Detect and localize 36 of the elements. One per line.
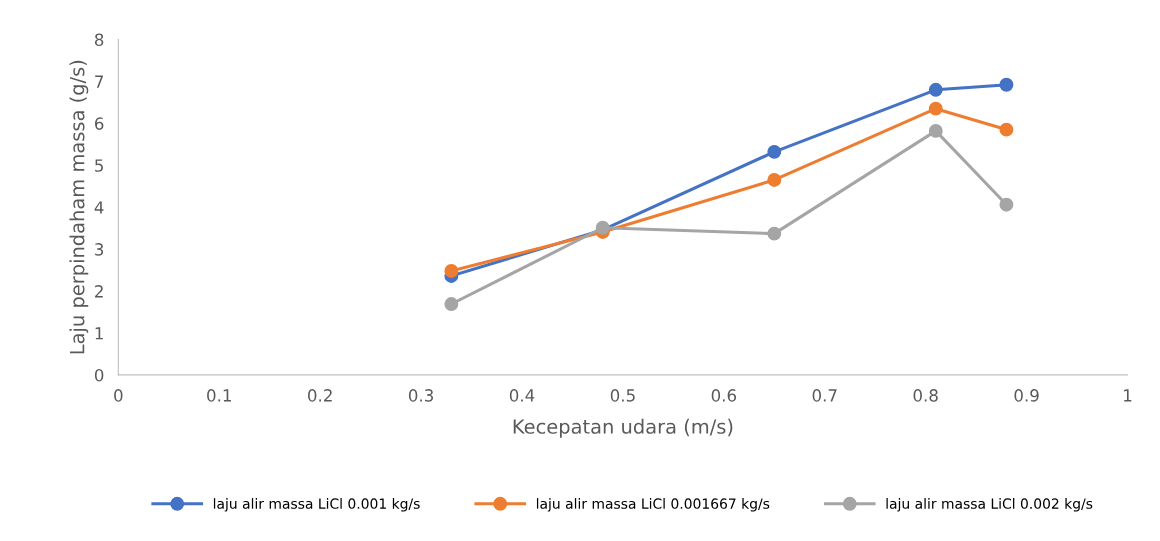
y-tick-label: 8 <box>94 33 104 47</box>
y-tick-label: 6 <box>94 117 104 130</box>
legend-label: laju alir massa LiCl 0.001667 kg/s <box>536 498 770 512</box>
point <box>444 297 459 312</box>
x-tick-label: 0.8 <box>913 389 938 402</box>
x-tick-label: 0.7 <box>812 389 837 402</box>
point <box>928 123 943 138</box>
x-axis-title: Kecepatan udara (m/s) <box>513 418 733 438</box>
point <box>444 263 459 278</box>
x-tick-label: 0.3 <box>408 389 433 402</box>
x-tick-label: 0.9 <box>1014 389 1039 402</box>
y-tick-label: 5 <box>95 159 103 172</box>
point <box>999 77 1014 92</box>
point <box>767 173 782 187</box>
y-tick-label: 7 <box>95 75 104 88</box>
legend-label: laju alir massa LiCl 0.001 kg/s <box>213 498 420 512</box>
y-tick-label: 4 <box>94 201 104 214</box>
y-tick-label: 1 <box>95 327 103 340</box>
point <box>999 197 1014 212</box>
y-tick-label: 3 <box>95 243 104 256</box>
y-axis-title: Laju perpindaham massa (g/s) <box>69 60 89 354</box>
y-tick-label: 0 <box>94 368 104 382</box>
y-tick-label: 2 <box>95 285 103 298</box>
point <box>928 101 943 116</box>
point <box>928 82 943 97</box>
x-tick-label: 0.5 <box>610 389 635 402</box>
legend-label: laju alir massa LiCl 0.002 kg/s <box>886 498 1093 512</box>
point <box>767 226 782 241</box>
x-tick-label: 0.6 <box>711 389 737 402</box>
x-tick-label: 1 <box>1124 389 1132 402</box>
x-tick-label: 0.4 <box>509 389 535 402</box>
point <box>999 122 1014 137</box>
x-tick-label: 0 <box>114 389 123 402</box>
point <box>767 144 782 159</box>
x-tick-label: 0.1 <box>207 389 231 402</box>
x-tick-label: 0.2 <box>308 389 332 402</box>
